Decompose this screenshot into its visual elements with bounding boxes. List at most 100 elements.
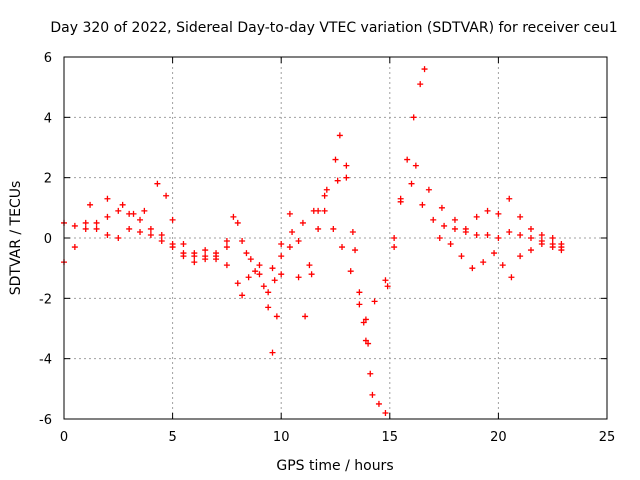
data-point [558,247,565,254]
y-tick-label: -6 [39,413,52,428]
x-axis-label: GPS time / hours [276,458,393,474]
data-point [495,210,502,217]
data-points [61,66,565,416]
data-point [330,225,337,232]
y-axis-label: SDTVAR / TECUs [8,181,24,296]
data-point [243,250,250,257]
data-point [295,274,302,281]
data-point [104,195,111,202]
data-point [527,225,534,232]
data-point [71,222,78,229]
data-point [549,244,556,251]
y-tick-label: -4 [39,353,52,368]
y-tick-label: 6 [44,51,52,66]
data-point [299,219,306,226]
data-point [484,231,491,238]
data-point [126,225,133,232]
data-point [147,225,154,232]
data-point [343,162,350,169]
data-point [115,235,122,241]
data-point [419,201,426,208]
data-point [234,280,241,287]
data-point [191,259,198,266]
data-point [495,235,502,241]
data-point [315,225,322,232]
data-point [271,277,278,284]
chart-title: Day 320 of 2022, Sidereal Day-to-day VTE… [50,20,617,36]
data-point [375,400,382,407]
data-point [87,201,94,208]
data-point [458,253,465,260]
data-point [306,262,313,269]
series-trace-4 [369,391,389,416]
y-tick-label: 0 [44,232,52,247]
grid [64,57,607,419]
x-tick-label: 25 [599,430,616,445]
data-point [506,228,513,235]
data-point [436,235,443,241]
data-point [491,250,498,257]
data-point [430,216,437,223]
data-point [484,207,491,214]
data-point [93,225,100,232]
y-tick-label: 2 [44,172,52,187]
data-point [239,238,246,245]
data-point [137,216,144,223]
series-trace-6 [412,162,565,248]
data-point [412,162,419,169]
data-point [239,292,246,299]
data-point [410,114,417,121]
data-point [169,244,176,251]
data-point [82,219,89,226]
data-point [371,298,378,305]
data-point [163,192,170,199]
data-point [382,409,389,416]
data-point [527,247,534,254]
data-point [302,313,309,320]
data-point [469,265,476,272]
x-tick-label: 20 [490,430,507,445]
data-point [104,213,111,220]
data-point [480,259,487,266]
data-point [499,262,506,269]
data-point [245,274,252,281]
data-point [230,213,237,220]
data-point [362,337,369,344]
x-tick-label: 0 [60,430,68,445]
data-point [321,207,328,214]
data-point [404,156,411,163]
data-point [339,244,346,251]
data-point [425,186,432,193]
x-tick-label: 5 [168,430,176,445]
data-point [367,370,374,377]
data-point [295,238,302,245]
data-point [508,274,515,281]
y-tick-label: -2 [39,292,52,307]
data-point [336,132,343,139]
data-point [154,180,161,187]
data-point [180,241,187,248]
data-point [369,391,376,398]
data-point [517,253,524,260]
series-trace-2 [61,180,565,323]
data-point [273,313,280,320]
data-point [278,271,285,278]
data-point [451,225,458,232]
data-point [308,271,315,278]
data-point [115,207,122,214]
data-point [223,262,230,269]
data-point [332,156,339,163]
data-point [506,195,513,202]
data-point [527,235,534,241]
data-point [93,219,100,226]
data-point [558,241,565,248]
data-point [82,225,89,232]
data-point [202,247,209,254]
data-point [247,256,254,263]
data-point [538,231,545,238]
data-point [321,192,328,199]
data-point [213,250,220,257]
data-point [360,319,367,326]
data-point [180,253,187,260]
data-point [223,238,230,245]
